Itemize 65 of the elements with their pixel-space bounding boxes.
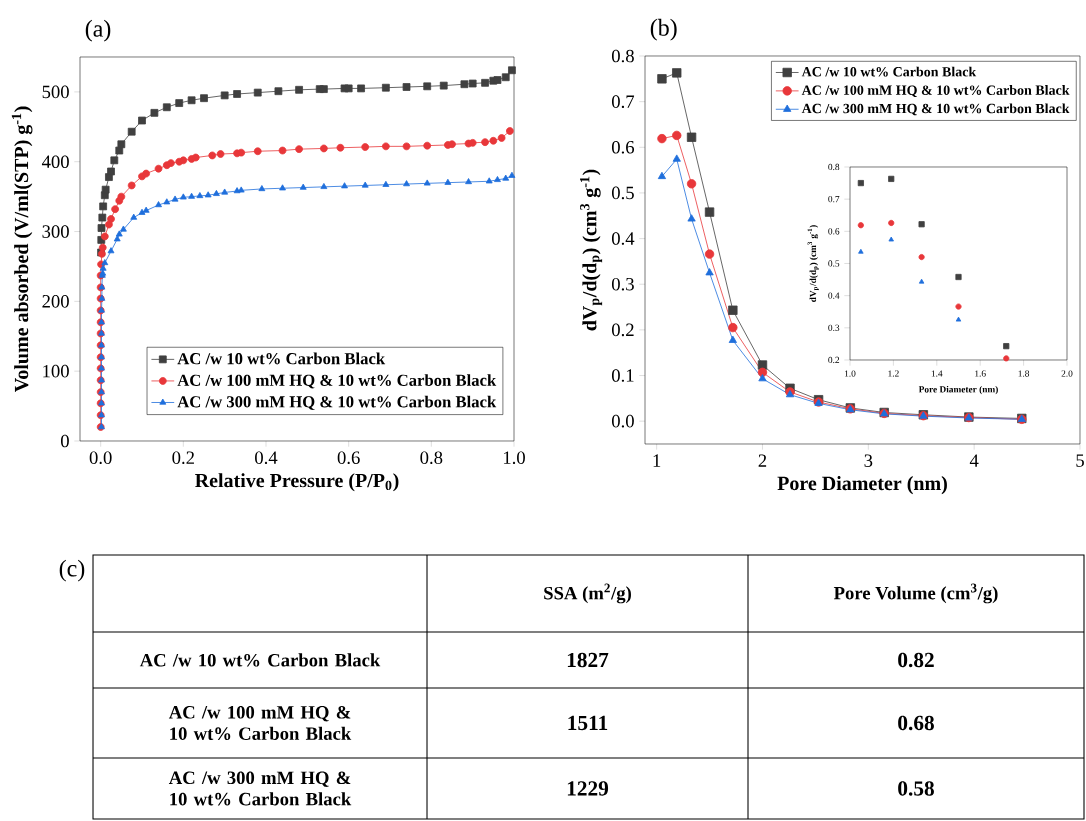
- data-label: 0.58: [898, 781, 934, 796]
- x-axis-title: Relative Pressure (P/P$_{0}$): [195, 473, 399, 492]
- y-tick-label: 0: [60, 434, 69, 448]
- x-axis-title: Pore Diameter (nm): [777, 476, 947, 495]
- category-label: AC /w 300 mM HQ & 10 wt% Carbon Black: [168, 771, 352, 806]
- chart-title: (a): [85, 19, 111, 42]
- y-tick-label: 500: [42, 85, 69, 99]
- x-tick-label: 1.0: [503, 451, 525, 465]
- y-tick-label: 0.6: [828, 228, 840, 235]
- y-tick-label: 0.1: [611, 369, 634, 382]
- y-tick-label: 0.0: [611, 414, 634, 428]
- y-tick-label: 0.7: [828, 195, 840, 203]
- legend-label: AC /w 10 wt% Carbon Black: [801, 66, 977, 77]
- y-tick-label: 100: [43, 364, 69, 378]
- category-label: AC /w 100 mM HQ & 10 wt% Carbon Black: [168, 705, 352, 740]
- x-tick-label: 1.4: [931, 370, 943, 377]
- x-tick-label: 0.6: [337, 451, 360, 465]
- x-tick-label: 4: [969, 454, 979, 467]
- y-tick-label: 0.3: [828, 324, 840, 331]
- y-tick-label: 0.5: [611, 186, 634, 200]
- text: Pore Volume (cm$^{3}$/g): [833, 583, 998, 604]
- y-tick-label: 200: [42, 295, 69, 308]
- x-tick-label: 0.2: [172, 451, 194, 465]
- data-label: 0.82: [898, 652, 934, 668]
- data-label: 1511: [568, 715, 608, 731]
- legend-label: AC /w 100 mM HQ & 10 wt% Carbon Black: [177, 374, 497, 389]
- x-tick-label: 2: [758, 454, 767, 467]
- y-tick-label: 0.4: [611, 232, 635, 245]
- legend-label: AC /w 300 mM HQ & 10 wt% Carbon Black: [801, 103, 1070, 116]
- text: SSA (m$^{2}$/g): [544, 583, 631, 604]
- legend-label: AC /w 100 mM HQ & 10 wt% Carbon Black: [801, 85, 1070, 97]
- y-tick-label: 0.3: [611, 277, 634, 291]
- y-tick-label: 0.8: [611, 49, 634, 63]
- y-tick-label: 300: [42, 225, 69, 238]
- legend-label: AC /w 300 mM HQ & 10 wt% Carbon Black: [177, 395, 497, 410]
- y-tick-label: 0.8: [828, 163, 840, 171]
- data-label: 1229: [567, 781, 609, 796]
- x-axis-title: Pore Diameter (nm): [918, 385, 998, 395]
- x-tick-label: 1.0: [844, 370, 856, 377]
- x-tick-label: 3: [864, 454, 873, 467]
- data-label: 0.68: [898, 715, 934, 731]
- y-tick-label: 0.4: [828, 292, 840, 299]
- y-tick-label: 0.2: [611, 323, 634, 337]
- legend-label: AC /w 10 wt% Carbon Black: [177, 352, 386, 365]
- x-tick-label: 1: [653, 454, 661, 467]
- x-tick-label: 1.2: [888, 370, 899, 377]
- y-tick-label: 0.7: [611, 95, 635, 108]
- data-label: 1827: [567, 652, 609, 668]
- chart-title: (b): [650, 18, 677, 41]
- text: dV$_{p}$/d(d$_{p}$) (cm$^{3}$ g$^{-1}$): [580, 169, 603, 331]
- x-tick-label: 0.8: [420, 451, 443, 465]
- x-tick-label: 2.0: [1061, 370, 1073, 377]
- y-tick-label: 0.5: [828, 260, 840, 267]
- category-label: AC /w 10 wt% Carbon Black: [139, 653, 381, 667]
- x-tick-label: 0.0: [89, 451, 112, 465]
- x-tick-label: 5: [1076, 454, 1084, 467]
- y-tick-label: 0.2: [828, 356, 840, 364]
- x-tick-label: 1.6: [975, 370, 986, 377]
- y-tick-label: 400: [41, 155, 69, 169]
- x-tick-label: 0.4: [255, 451, 278, 465]
- text: (c): [59, 559, 85, 582]
- x-tick-label: 1.8: [1018, 370, 1030, 377]
- text: dV$_{p}$/d(d$_{p}$) (cm$^{3}$ g$^{-1}$): [807, 225, 819, 302]
- y-axis-title: Volume absorbed (V/ml(STP) g$^{-1}$): [11, 106, 33, 393]
- y-tick-label: 0.6: [611, 140, 635, 154]
